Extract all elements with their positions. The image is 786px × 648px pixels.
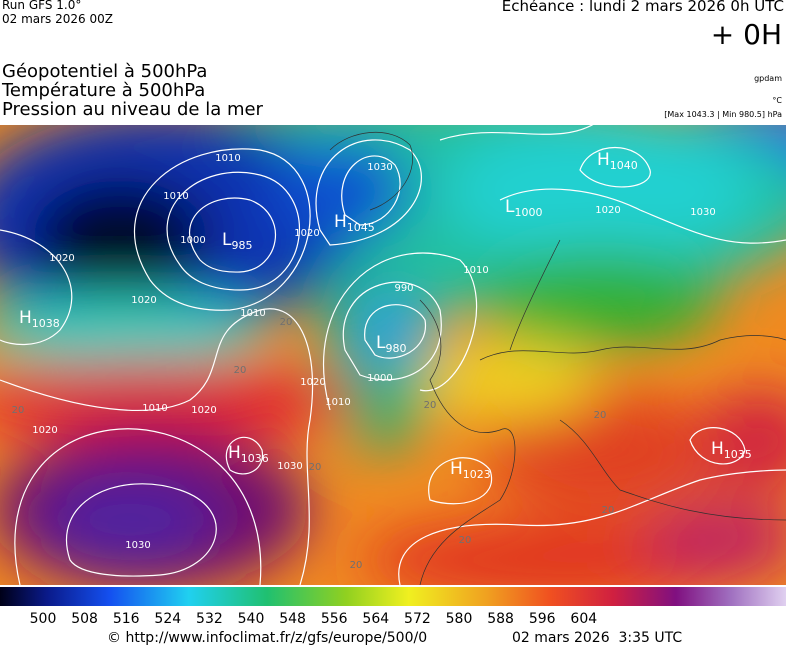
isobar-label: 1020	[49, 253, 74, 264]
title-line: Géopotentiel à 500hPa	[2, 61, 208, 82]
isobar-label: 1020	[294, 228, 319, 239]
isobar-label: 1020	[595, 205, 620, 216]
isobar-label: 1030	[367, 162, 392, 173]
center-value: 1000	[514, 206, 542, 219]
isobar-label: 1010	[463, 265, 488, 276]
pressure-center: H1038	[19, 308, 60, 330]
colorbar	[0, 587, 786, 606]
isobar-label: 1030	[690, 207, 715, 218]
temperature-label: 20	[424, 400, 437, 411]
titles: Géopotentiel à 500hPa Température à 500h…	[2, 62, 263, 119]
center-value: 1035	[724, 448, 752, 461]
center-kind: H	[228, 443, 241, 463]
colorbar-label: 500	[30, 611, 57, 627]
colorbar-label: 540	[238, 611, 265, 627]
center-kind: H	[597, 150, 610, 170]
lead-time: + 0H	[710, 18, 782, 51]
center-kind: H	[711, 439, 724, 459]
isobar-label: 1000	[180, 235, 205, 246]
isobar-label: 990	[394, 283, 413, 294]
generated-time: 02 mars 2026 3:35 UTC	[512, 630, 683, 646]
temperature-label: 20	[12, 405, 25, 416]
temperature-label: 20	[309, 462, 322, 473]
pressure-center: H1045	[334, 212, 375, 234]
pressure-range: [Max 1043.3 | Min 980.5] hPa	[664, 110, 782, 119]
pressure-center: H1035	[711, 439, 752, 461]
colorbar-label: 564	[362, 611, 389, 627]
isobar-label: 1020	[300, 377, 325, 388]
pressure-center: H1036	[228, 443, 269, 465]
pressure-center: L1000	[505, 197, 542, 219]
coastlines	[329, 132, 786, 585]
title-line: Température à 500hPa	[2, 80, 206, 101]
unit-geo: gpdam	[754, 74, 782, 83]
center-value: 1040	[610, 159, 638, 172]
center-value: 1045	[347, 221, 375, 234]
center-value: 1023	[463, 468, 491, 481]
unit-temp: °C	[772, 96, 782, 105]
colorbar-label: 596	[529, 611, 556, 627]
isobar-label: 1010	[163, 191, 188, 202]
temperature-label: 20	[234, 365, 247, 376]
isobar-label: 1020	[32, 425, 57, 436]
isobar-label: 1030	[125, 540, 150, 551]
center-value: 985	[231, 239, 252, 252]
temperature-label: 20	[459, 535, 472, 546]
center-kind: H	[450, 459, 463, 479]
colorbar-label: 556	[321, 611, 348, 627]
temperature-label: 20	[350, 560, 363, 571]
run-date: 02 mars 2026 00Z	[2, 12, 113, 26]
pressure-center: L980	[376, 333, 406, 355]
center-value: 1036	[241, 452, 269, 465]
field	[0, 125, 786, 585]
isobar-label: 1010	[142, 403, 167, 414]
center-kind: L	[505, 197, 515, 217]
center-value: 1038	[32, 317, 60, 330]
title-line: Pression au niveau de la mer	[2, 99, 263, 120]
temperature-label: 20	[594, 410, 607, 421]
isobar-label: 1000	[367, 373, 392, 384]
colorbar-label: 588	[487, 611, 514, 627]
pressure-center: H1023	[450, 459, 491, 481]
colorbar-label: 516	[113, 611, 140, 627]
colorbar-label: 524	[154, 611, 181, 627]
center-kind: L	[376, 333, 386, 353]
colorbar-label: 508	[71, 611, 98, 627]
pressure-center: H1040	[597, 150, 638, 172]
isobar-label: 1010	[325, 397, 350, 408]
center-kind: L	[222, 230, 232, 250]
source-url: © http://www.infoclimat.fr/z/gfs/europe/…	[107, 630, 428, 646]
colorbar-label: 604	[570, 611, 597, 627]
isobar-label: 1030	[277, 461, 302, 472]
pressure-center: L985	[222, 230, 252, 252]
center-kind: H	[19, 308, 32, 328]
center-value: 980	[385, 342, 406, 355]
colorbar-label: 548	[279, 611, 306, 627]
isobar-label: 1020	[191, 405, 216, 416]
isobar-label: 1010	[215, 153, 240, 164]
run-label: Run GFS 1.0°	[2, 0, 82, 12]
colorbar-label: 580	[446, 611, 473, 627]
colorbar-label: 532	[196, 611, 223, 627]
isobars	[0, 125, 786, 585]
colorbar-label: 572	[404, 611, 431, 627]
isobar-label: 1020	[131, 295, 156, 306]
temperature-label: 20	[280, 317, 293, 328]
temperature-label: 20	[602, 505, 615, 516]
valid-time: Echéance : lundi 2 mars 2026 0h UTC	[501, 0, 784, 15]
center-kind: H	[334, 212, 347, 232]
isobar-label: 1010	[240, 308, 265, 319]
